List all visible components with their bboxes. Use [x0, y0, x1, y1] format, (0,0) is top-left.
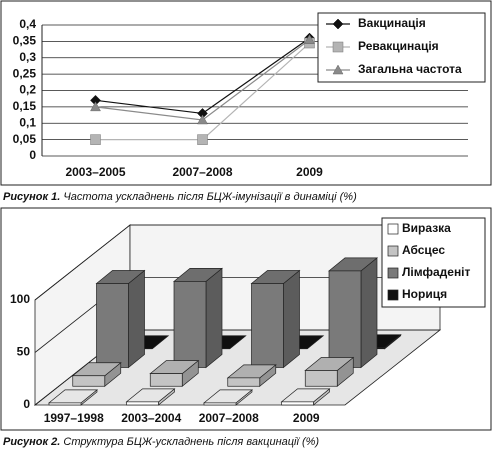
bar-side	[128, 269, 145, 369]
bar	[96, 283, 129, 368]
marker	[332, 41, 344, 53]
y-tick-label: 0,1	[19, 115, 36, 129]
x-tick-label: 2007–2008	[172, 165, 232, 179]
marker	[197, 134, 208, 145]
grid-line	[34, 224, 440, 301]
bar	[149, 373, 183, 387]
marker	[197, 114, 208, 125]
y-tick-label: 0	[29, 148, 36, 162]
x-tick-label: 2003–2005	[65, 165, 125, 179]
y-tick-label: 0	[23, 397, 30, 411]
y-tick-label: 0,4	[19, 17, 36, 31]
legend	[381, 217, 486, 308]
x-tick-label: 1997–1998	[44, 411, 104, 425]
y-tick-label: 0,2	[19, 83, 36, 97]
x-tick-label: 2003–2004	[121, 411, 181, 425]
legend-swatch	[387, 245, 399, 257]
legend-label: Загальна частота	[358, 62, 462, 76]
caption-label: Рисунок 1.	[3, 191, 60, 203]
y-tick-label: 100	[10, 292, 30, 306]
caption: Рисунок 2. Структура БЦЖ-ускладнень післ…	[3, 436, 319, 448]
marker	[332, 18, 344, 30]
legend-label: Ревакцинація	[358, 39, 439, 53]
y-tick-label: 0,3	[19, 50, 36, 64]
legend-swatch	[387, 289, 399, 301]
caption-text: Частота ускладнень після БЦЖ-імунізації …	[63, 191, 357, 203]
bar	[203, 402, 237, 406]
bar	[328, 270, 362, 368]
y-tick-label: 0,25	[13, 66, 37, 80]
x-tick-label: 2007–2008	[199, 411, 259, 425]
bar	[304, 370, 338, 387]
legend-label: Лімфаденіт	[402, 265, 471, 279]
x-tick-label: 2009	[296, 165, 323, 179]
y-tick-label: 0,15	[13, 99, 37, 113]
caption-text: Структура БЦЖ-ускладнень після вакцинаці…	[63, 436, 319, 448]
legend-swatch	[387, 267, 399, 279]
bar	[126, 401, 159, 406]
marker	[304, 34, 315, 44]
legend-label: Вакцинація	[358, 16, 426, 30]
legend-label: Виразка	[402, 221, 451, 235]
legend-label: Нориця	[402, 287, 447, 301]
bar	[227, 377, 261, 387]
bar	[173, 281, 207, 368]
marker	[332, 64, 344, 75]
y-tick-label: 0,05	[13, 132, 37, 146]
y-tick-label: 50	[17, 345, 31, 359]
caption-label: Рисунок 2.	[3, 436, 60, 448]
bar	[48, 402, 82, 406]
legend-label: Абсцес	[402, 243, 445, 257]
x-tick-label: 2009	[293, 411, 320, 425]
caption: Рисунок 1. Частота ускладнень після БЦЖ-…	[3, 191, 357, 203]
legend-swatch	[387, 223, 399, 235]
marker	[90, 101, 101, 112]
bar	[251, 283, 284, 368]
bar-side	[283, 269, 300, 369]
bar	[72, 375, 106, 387]
y-tick-label: 0,35	[13, 34, 37, 48]
marker	[90, 134, 101, 145]
bar-side	[360, 257, 378, 369]
bar	[281, 401, 314, 406]
bar-side	[205, 267, 223, 369]
